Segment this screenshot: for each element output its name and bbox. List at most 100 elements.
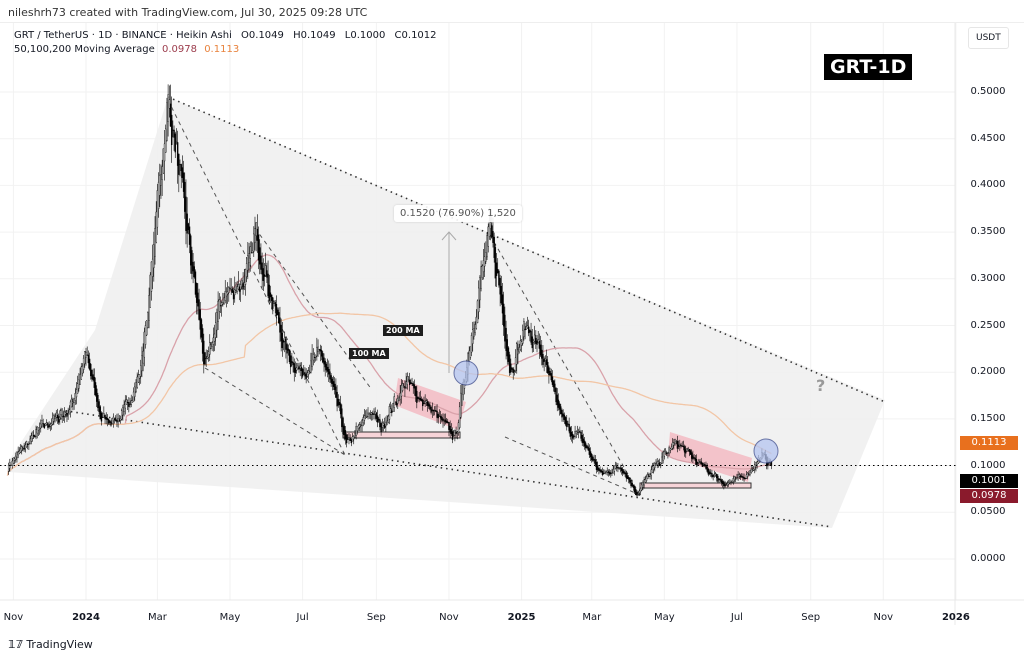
x-tick-label: 2025 (507, 612, 536, 623)
candle-body (213, 333, 216, 342)
candle-body (344, 430, 347, 440)
candle-body (99, 406, 101, 420)
candle-body (552, 380, 555, 388)
candle-body (220, 302, 223, 306)
candle-body (727, 482, 730, 485)
candle-body (455, 432, 457, 434)
currency-button[interactable]: USDT (968, 27, 1009, 49)
candle-body (401, 383, 404, 391)
candle-body (378, 418, 380, 421)
ohlc-low: L0.1000 (344, 30, 386, 41)
candle-body (338, 402, 341, 406)
dashed-trendline (167, 99, 346, 456)
candle-body (165, 128, 167, 153)
candle-body (356, 426, 359, 432)
candle-body (175, 141, 178, 144)
candle-body (598, 467, 600, 471)
candle-body (548, 367, 550, 376)
candle-body (249, 246, 251, 259)
candle-body (140, 365, 142, 377)
candle-body (80, 366, 82, 380)
candle-body (448, 422, 450, 430)
candle-body (531, 336, 533, 349)
candle-body (412, 383, 414, 386)
candle-body (50, 423, 53, 426)
candle-body (310, 360, 312, 373)
candle-body (47, 423, 49, 428)
candle-body (59, 417, 61, 420)
candle-body (606, 470, 608, 473)
candle-body (32, 435, 35, 437)
candle-body (364, 416, 367, 419)
candle-body (648, 476, 650, 478)
candle-body (242, 283, 244, 290)
candle-body (30, 435, 32, 442)
candle-body (353, 435, 355, 440)
candle-body (527, 326, 530, 334)
candle-body (714, 473, 717, 476)
candle-body (683, 446, 686, 453)
candle-body (181, 167, 184, 178)
candle-body (134, 386, 136, 397)
candle-body (600, 470, 602, 473)
candle-body (210, 344, 212, 349)
candle-body (669, 448, 671, 451)
candle-body (554, 383, 556, 393)
candle-body (591, 454, 593, 461)
candle-body (336, 391, 338, 407)
ma-legend[interactable]: 50,100,200 Moving Average 0.0978 0.1113 (14, 44, 239, 55)
candle-body (179, 164, 181, 166)
price-label-ma200: 0.1113 (960, 436, 1018, 450)
candle-body (94, 382, 97, 396)
credit-line: nileshrh73 created with TradingView.com,… (8, 6, 368, 19)
candle-body (362, 417, 364, 423)
candle-body (320, 350, 323, 357)
candle-body (317, 346, 319, 352)
candle-body (679, 444, 681, 446)
candle-body (616, 466, 618, 468)
chart-pane[interactable] (0, 22, 1024, 626)
candle-body (372, 413, 374, 415)
x-tick-label: Nov (873, 612, 894, 623)
candle-body (742, 476, 744, 479)
candle-body (172, 129, 174, 131)
candle-body (73, 398, 75, 403)
candle-body (354, 433, 356, 438)
candle-body (470, 335, 473, 353)
candle-body (211, 342, 213, 347)
candle-body (75, 389, 78, 398)
candle-body (22, 447, 24, 449)
chart-title-badge: GRT-1D (824, 54, 913, 80)
moving-average-line (6, 312, 772, 476)
candle-body (307, 370, 310, 375)
candle-body (88, 358, 91, 370)
candle-body (355, 426, 357, 436)
candle-body (245, 263, 248, 278)
candle-body (19, 448, 22, 453)
candle-body (644, 478, 646, 483)
candle-body (713, 473, 716, 477)
candle-body (204, 352, 206, 365)
candle-body (754, 464, 756, 470)
candle-body (12, 457, 15, 464)
candle-body (326, 366, 329, 372)
candle-body (322, 353, 324, 363)
candle-body (25, 441, 28, 448)
candle-body (581, 435, 583, 443)
candle-body (712, 474, 714, 478)
tradingview-logo[interactable]: 𝟙𝟟 TradingView (8, 638, 93, 651)
candle-body (299, 365, 301, 369)
candle-body (407, 379, 410, 381)
candle-body (748, 474, 750, 476)
candle-body (499, 277, 501, 295)
candle-body (84, 351, 86, 365)
candle-body (319, 349, 322, 352)
candle-body (422, 399, 424, 407)
candle-body (525, 326, 527, 330)
candle-body (149, 274, 151, 308)
candle-body (66, 413, 68, 417)
candle-body (604, 471, 606, 474)
candle-body (161, 166, 163, 180)
candle-body (330, 375, 332, 383)
